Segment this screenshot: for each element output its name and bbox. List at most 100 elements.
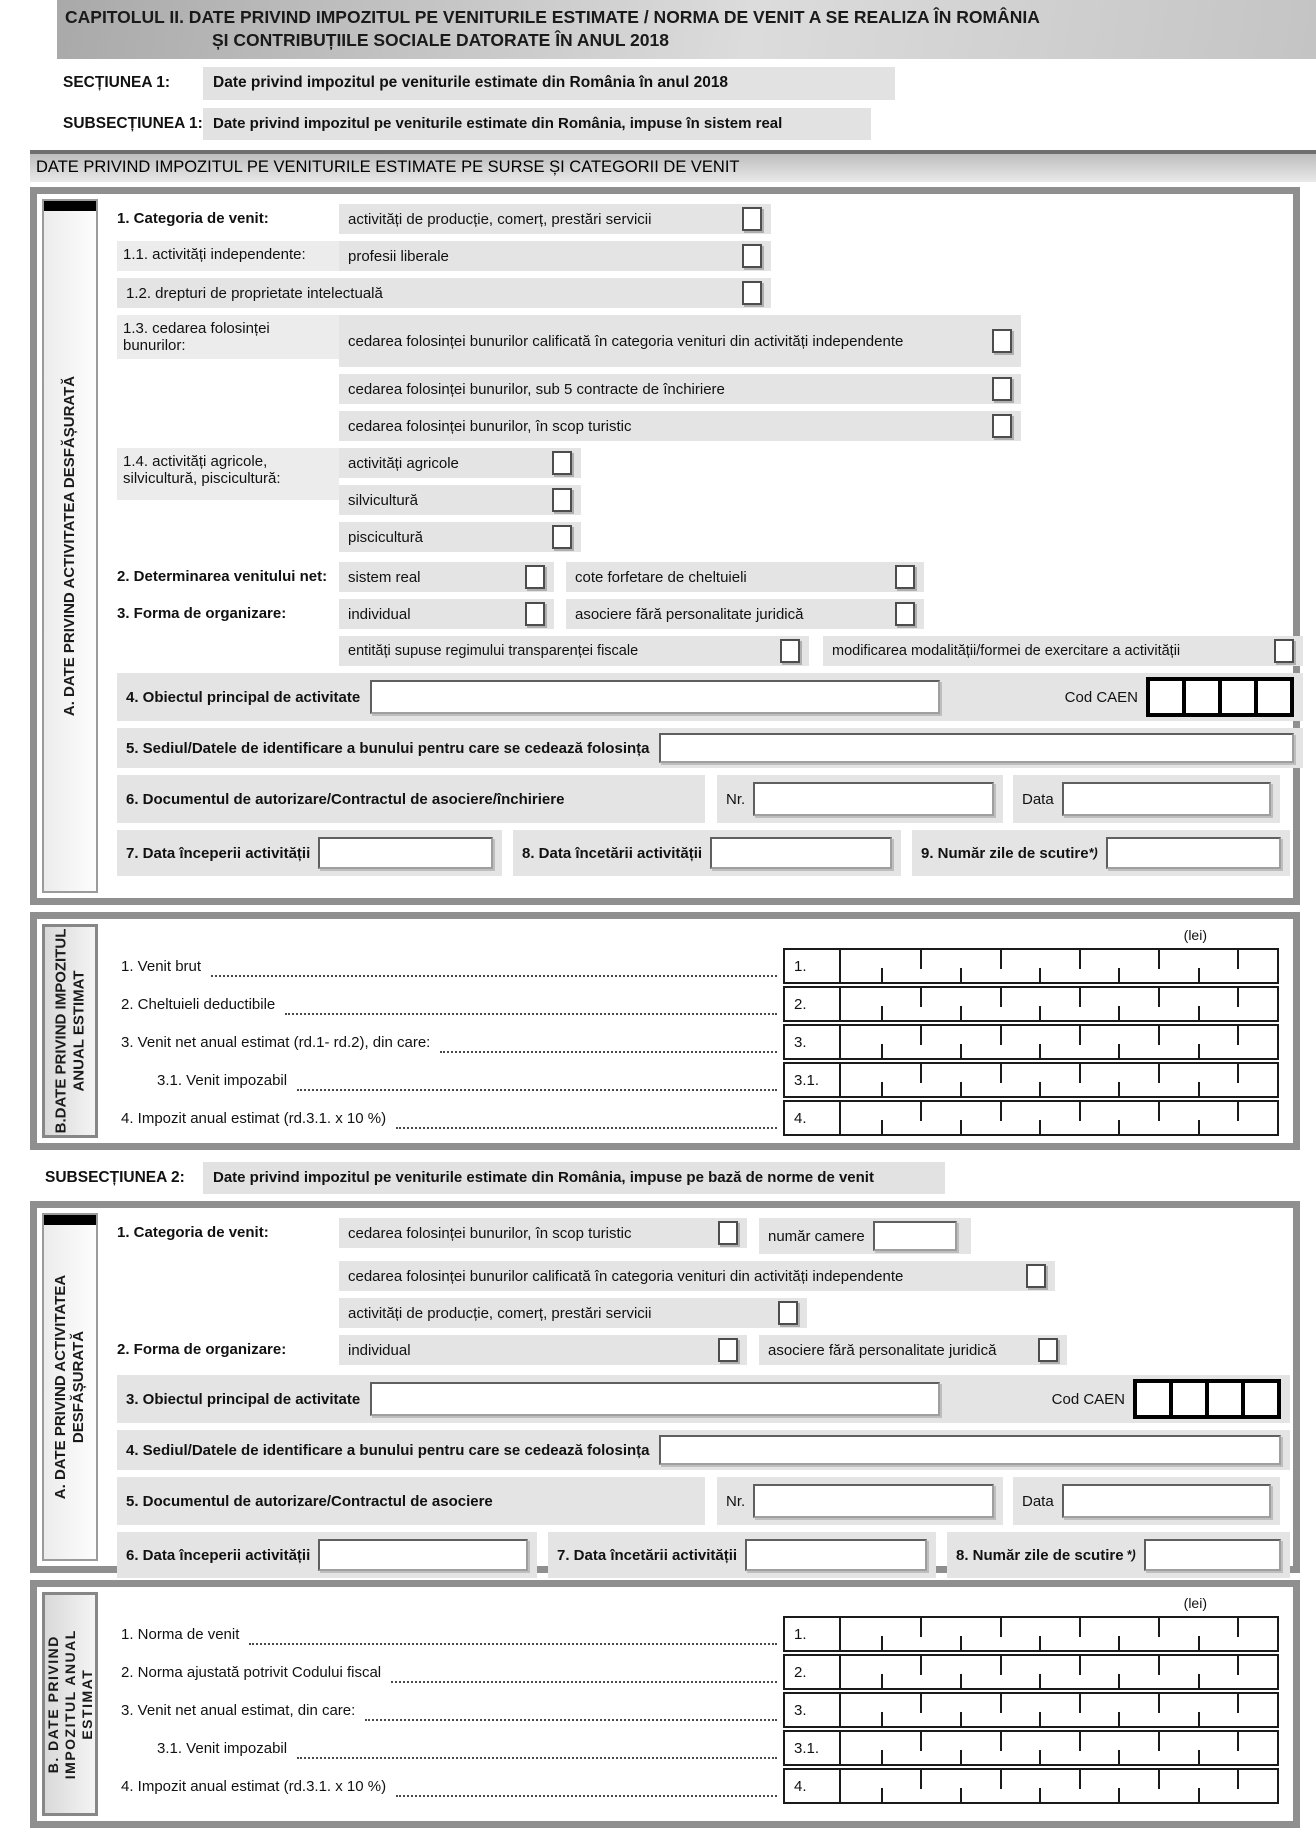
data-inceperii-strip: 7. Data începerii activității bbox=[117, 830, 502, 877]
document-autorizare-strip: 6. Documentul de autorizare/Contractul d… bbox=[117, 775, 705, 824]
nr-2-input[interactable] bbox=[753, 1484, 994, 1519]
amount-field-venit-net[interactable] bbox=[841, 1024, 1279, 1061]
estimate-row-3-1: 3.1. Venit impozabil 3.1. bbox=[121, 1061, 1279, 1099]
amount-field-cheltuieli[interactable] bbox=[841, 986, 1279, 1023]
entitati-transparenta-checkbox[interactable] bbox=[780, 639, 800, 664]
option-asociere: asociere fără personalitate juridică bbox=[566, 599, 924, 630]
sub1-b-sidebar: B.DATE PRIVIND IMPOZITUL ANUAL ESTIMAT bbox=[37, 919, 105, 1143]
data-inceperii-2-input[interactable] bbox=[318, 1539, 528, 1572]
amount-field-venit-net-2[interactable] bbox=[841, 1692, 1279, 1729]
productie-2-checkbox[interactable] bbox=[778, 1301, 798, 1326]
data-incetarii-2-strip: 7. Data încetării activității bbox=[548, 1532, 936, 1579]
productie-checkbox[interactable] bbox=[742, 207, 762, 232]
option-sistem-real: sistem real bbox=[339, 562, 554, 593]
nr-2-strip: Nr. bbox=[717, 1477, 1003, 1526]
piscicultura-checkbox[interactable] bbox=[552, 525, 572, 550]
data-2-input[interactable] bbox=[1061, 1484, 1271, 1519]
proprietate-intelectuala-checkbox[interactable] bbox=[742, 281, 762, 306]
sub2-b-sidebar-line3: ESTIMAT bbox=[78, 1668, 95, 1740]
sidebar-top-bar bbox=[44, 1215, 96, 1226]
option-activitati-agricole: activități agricole bbox=[339, 448, 581, 479]
amount-field-venit-impozabil[interactable] bbox=[841, 1062, 1279, 1099]
norma-row-1: 1. Norma de venit 1. bbox=[121, 1615, 1279, 1653]
data-incetarii-input[interactable] bbox=[710, 837, 892, 870]
obiect-activitate-input[interactable] bbox=[370, 680, 941, 715]
sistem-real-checkbox[interactable] bbox=[525, 565, 545, 590]
dotted-leader bbox=[396, 1127, 777, 1130]
turistic-2-checkbox[interactable] bbox=[718, 1221, 738, 1246]
amount-field-venit-impozabil-2[interactable] bbox=[841, 1730, 1279, 1767]
sediu-2-input[interactable] bbox=[659, 1435, 1281, 1466]
activitati-agricole-label: activități agricole bbox=[348, 454, 459, 472]
row-document-autorizare: 6. Documentul de autorizare/Contractul d… bbox=[117, 775, 1303, 824]
amount-field-venit-brut[interactable] bbox=[841, 948, 1279, 985]
cote-forfetare-checkbox[interactable] bbox=[895, 565, 915, 590]
row-label: 4. Impozit anual estimat (rd.3.1. x 10 %… bbox=[121, 1777, 387, 1795]
categoria-venit-2-label: 1. Categoria de venit: bbox=[117, 1224, 269, 1242]
option-productie: activități de producție, comerț, prestăr… bbox=[339, 204, 771, 235]
amount-field-impozit[interactable] bbox=[841, 1100, 1279, 1137]
subsection-2-label: SUBSECȚIUNEA 2: bbox=[45, 1169, 185, 1187]
dotted-leader bbox=[211, 975, 777, 978]
asociere-label: asociere fără personalitate juridică bbox=[575, 605, 804, 623]
asociere-2-checkbox[interactable] bbox=[1038, 1338, 1058, 1363]
row-activitati-independente: 1.1. activități independente: profesii l… bbox=[117, 241, 1303, 272]
silvicultura-label: silvicultură bbox=[348, 491, 419, 509]
obiect-activitate-2-strip: 3. Obiectul principal de activitate Cod … bbox=[117, 1375, 1290, 1424]
cedarea-calificata-checkbox[interactable] bbox=[992, 329, 1012, 354]
data-2-label: Data bbox=[1022, 1492, 1054, 1510]
row-forma-organizare: 3. Forma de organizare: individual asoci… bbox=[117, 599, 1303, 630]
row-document-autorizare-2: 5. Documentul de autorizare/Contractul d… bbox=[117, 1477, 1290, 1526]
data-strip: Data bbox=[1013, 775, 1280, 824]
agricole-label: 1.4. activități agricole, silvicultură, … bbox=[117, 448, 339, 501]
determinare-venit-label: 2. Determinarea venitului net: bbox=[117, 568, 328, 586]
option-cedarea-sub5: cedarea folosinței bunurilor, sub 5 cont… bbox=[339, 374, 1021, 405]
option-entitati-transparenta: entități supuse regimului transparenței … bbox=[339, 636, 809, 667]
data-incetarii-2-input[interactable] bbox=[745, 1539, 927, 1572]
subsection-1-title: Date privind impozitul pe veniturile est… bbox=[203, 108, 871, 141]
zile-scutire-2-strip: 8. Număr zile de scutire *) bbox=[947, 1532, 1290, 1579]
estimate-row-2: 2. Cheltuieli deductibile 2. bbox=[121, 985, 1279, 1023]
data-inceperii-label: 7. Data începerii activității bbox=[126, 844, 311, 862]
row-obiect-activitate-2: 3. Obiectul principal de activitate Cod … bbox=[117, 1375, 1290, 1424]
cod-caen-2-cells[interactable] bbox=[1133, 1379, 1281, 1420]
amount-field-norma-ajustata[interactable] bbox=[841, 1654, 1279, 1691]
option-silvicultura: silvicultură bbox=[339, 485, 581, 516]
nr-input[interactable] bbox=[753, 782, 994, 817]
modificare-modalitate-checkbox[interactable] bbox=[1274, 639, 1294, 664]
option-productie-label: activități de producție, comerț, prestăr… bbox=[348, 210, 652, 228]
profesii-liberale-checkbox[interactable] bbox=[742, 244, 762, 269]
data-inceperii-input[interactable] bbox=[318, 837, 493, 870]
option-calificata-2: cedarea folosinței bunurilor calificată … bbox=[339, 1261, 1055, 1292]
cod-caen-cells[interactable] bbox=[1146, 677, 1294, 718]
dotted-leader bbox=[297, 1089, 777, 1092]
numar-camere-input[interactable] bbox=[872, 1221, 957, 1252]
activitati-agricole-checkbox[interactable] bbox=[552, 451, 572, 476]
row-label: 2. Norma ajustată potrivit Codului fisca… bbox=[121, 1663, 382, 1681]
zile-scutire-2-input[interactable] bbox=[1143, 1539, 1281, 1572]
zile-scutire-input[interactable] bbox=[1105, 837, 1281, 870]
obiect-activitate-2-input[interactable] bbox=[370, 1382, 941, 1417]
sediu-label: 5. Sediul/Datele de identificare a bunul… bbox=[126, 739, 650, 757]
sediu-input[interactable] bbox=[659, 733, 1294, 764]
numar-camere-strip: număr camere bbox=[759, 1218, 971, 1255]
dotted-leader bbox=[440, 1051, 777, 1054]
asociere-checkbox[interactable] bbox=[895, 602, 915, 627]
individual-2-checkbox[interactable] bbox=[718, 1338, 738, 1363]
row-number: 4. bbox=[783, 1768, 841, 1805]
amount-field-norma-venit[interactable] bbox=[841, 1616, 1279, 1653]
turistic-2-label: cedarea folosinței bunurilor, în scop tu… bbox=[348, 1224, 632, 1242]
cedarea-turistic-checkbox[interactable] bbox=[992, 414, 1012, 439]
nr-strip: Nr. bbox=[717, 775, 1003, 824]
data-input[interactable] bbox=[1061, 782, 1271, 817]
option-piscicultura: piscicultură bbox=[339, 522, 581, 553]
individual-checkbox[interactable] bbox=[525, 602, 545, 627]
data-label: Data bbox=[1022, 790, 1054, 808]
sub2-a-sidebar-line2: DESFĂȘURATĂ bbox=[70, 1331, 88, 1444]
row-categoria-venit-2: 1. Categoria de venit: cedarea folosințe… bbox=[117, 1218, 1290, 1255]
lei-label-2: (lei) bbox=[1183, 1595, 1207, 1612]
amount-field-impozit-2[interactable] bbox=[841, 1768, 1279, 1805]
calificata-2-checkbox[interactable] bbox=[1026, 1264, 1046, 1289]
cedarea-sub5-checkbox[interactable] bbox=[992, 377, 1012, 402]
silvicultura-checkbox[interactable] bbox=[552, 488, 572, 513]
